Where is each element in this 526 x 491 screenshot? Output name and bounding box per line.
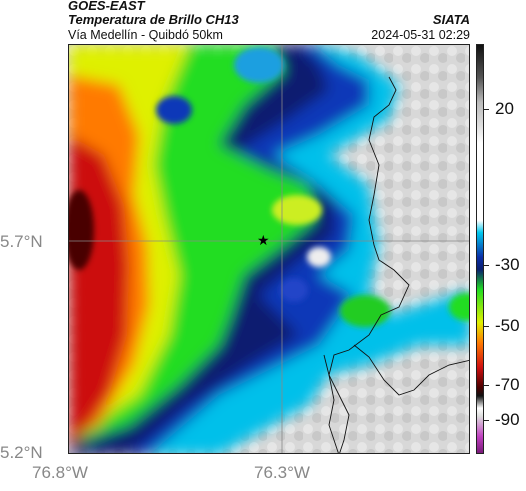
cloud-hole-2: [280, 278, 308, 302]
star-marker[interactable]: ★: [257, 233, 270, 249]
region-subtitle: Vía Medellín - Quibdó 50km: [68, 28, 223, 42]
cloud-hole-4: [234, 47, 284, 83]
satellite-map[interactable]: ★: [68, 44, 470, 454]
colorbar-label-minus50: -50: [495, 316, 520, 335]
coastline-borders: [323, 76, 469, 453]
colorbar-label-minus90: -90: [495, 410, 520, 429]
latitude-label-north: 5.7°N: [0, 232, 43, 251]
cloud-yellow-cell: [272, 195, 322, 225]
timestamp-label: 2024-05-31 02:29: [371, 28, 470, 42]
cloud-green-cell-edge: [449, 293, 469, 321]
satellite-title: GOES-EAST: [68, 0, 145, 13]
colorbar-label-minus30: -30: [495, 255, 520, 274]
temperature-colorbar: [476, 44, 484, 454]
longitude-label-west: 76.8°W: [32, 463, 88, 482]
cloud-hole-3: [156, 96, 192, 124]
colorbar-tick-minus70: [484, 385, 489, 386]
colorbar-label-minus70: -70: [495, 375, 520, 394]
cloud-green-cell-east: [340, 295, 390, 327]
cloud-hole-1: [307, 247, 331, 267]
brightness-temperature-image: ★: [69, 45, 469, 453]
colorbar-label-20: 20: [495, 99, 514, 118]
colorbar-tick-minus50: [484, 326, 489, 327]
organization-label: SIATA: [432, 12, 470, 27]
cloud-maroon-center: [69, 190, 94, 270]
colorbar-tick-minus90: [484, 420, 489, 421]
colorbar-tick-20: [484, 109, 489, 110]
longitude-label-east: 76.3°W: [254, 463, 310, 482]
product-title: Temperatura de Brillo CH13: [68, 12, 239, 27]
colorbar-tick-minus30: [484, 265, 489, 266]
latitude-label-south: 5.2°N: [0, 443, 43, 462]
